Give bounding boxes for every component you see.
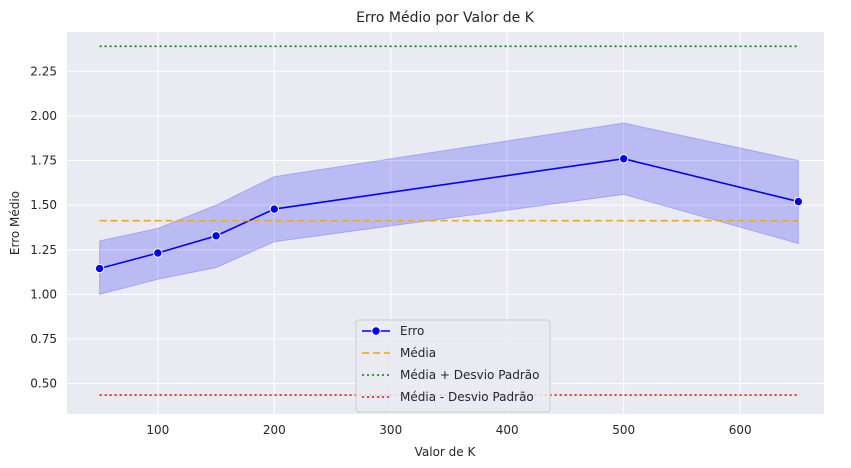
x-tick-label: 600: [729, 423, 752, 437]
legend-marker: [371, 326, 381, 336]
y-tick-label: 0.75: [30, 332, 57, 346]
x-tick-labels: 100 200 300 400 500 600: [146, 423, 751, 437]
x-axis-label: Valor de K: [415, 445, 477, 459]
series-line: [99, 157, 799, 270]
y-tick-label: 1.25: [30, 243, 57, 257]
error-band: [99, 122, 799, 296]
y-tick-label: 0.50: [30, 377, 57, 391]
y-tick-label: 2.25: [30, 64, 57, 78]
data-point: [618, 154, 629, 164]
x-tick-label: 500: [612, 423, 635, 437]
data-point: [94, 263, 105, 274]
data-point: [793, 196, 804, 207]
y-tick-label: 1.50: [30, 198, 57, 212]
x-tick-label: 200: [263, 423, 286, 437]
legend-box: [355, 319, 551, 413]
grid: [67, 32, 824, 414]
series-markers: [94, 154, 804, 274]
legend: Erro Média Média + Desvio Padrão Média - De…: [355, 319, 551, 413]
x-tick-label: 300: [379, 423, 402, 437]
y-tick-labels: 0.50 0.75 1.00 1.25 1.50 1.75 2.00 2.25: [30, 64, 57, 390]
y-tick-label: 1.00: [30, 287, 57, 301]
chart-title: Erro Médio por Valor de K: [356, 10, 535, 26]
legend-label: Média - Desvio Padrão: [400, 390, 534, 404]
legend-label: Média: [400, 346, 436, 360]
x-tick-label: 400: [496, 423, 519, 437]
series-lines: [99, 45, 799, 396]
y-tick-label: 2.00: [30, 109, 57, 123]
x-tick-label: 100: [146, 423, 169, 437]
confidence-bands: [99, 122, 799, 296]
data-point: [153, 248, 163, 258]
legend-label: Média + Desvio Padrão: [400, 368, 540, 382]
data-point: [211, 231, 221, 241]
y-tick-label: 1.75: [30, 154, 57, 168]
data-point: [269, 204, 280, 214]
legend-label: Erro: [400, 324, 424, 338]
y-axis-label: Erro Médio: [8, 191, 22, 255]
